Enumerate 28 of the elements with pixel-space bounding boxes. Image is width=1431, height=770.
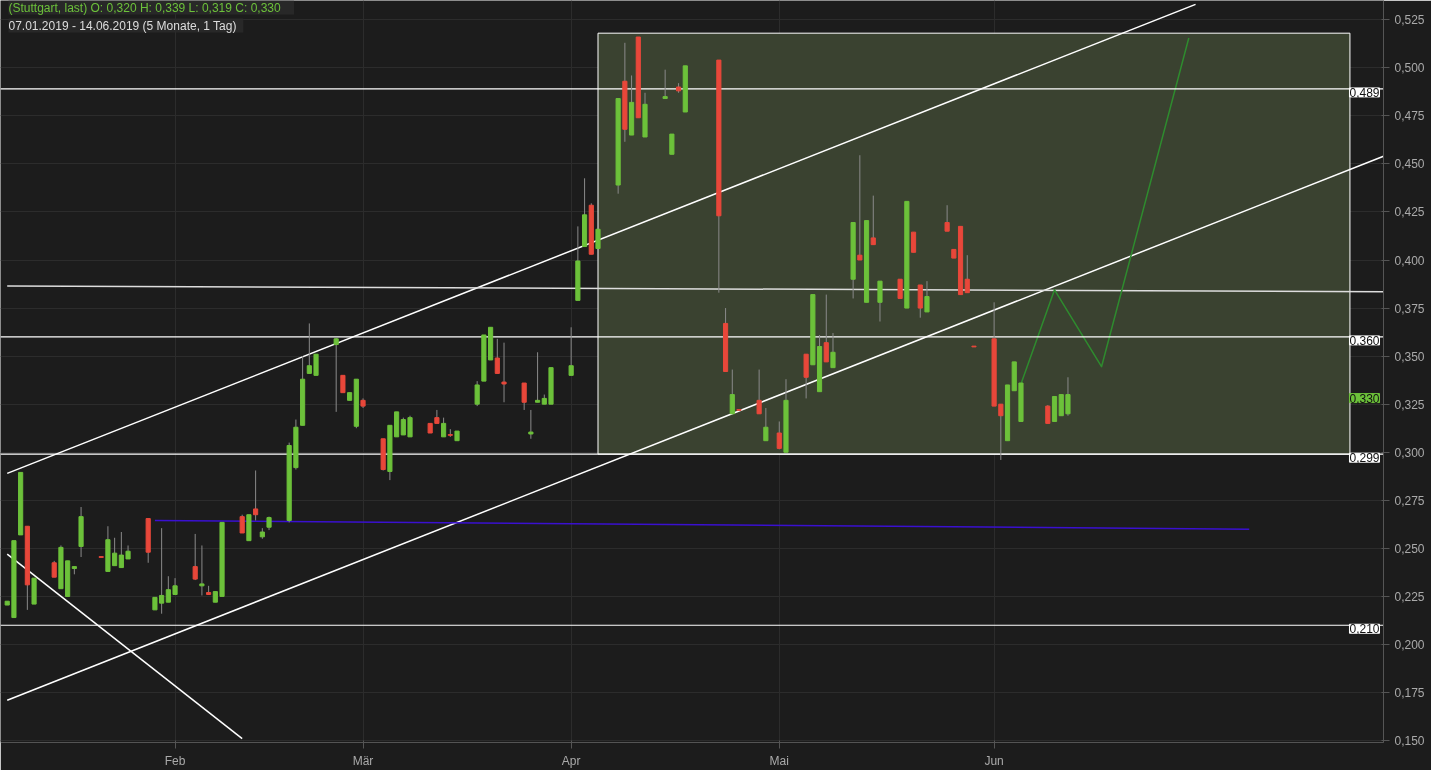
x-tick-label: Apr — [561, 753, 581, 768]
y-tick-label: 0,150 — [1394, 734, 1425, 749]
y-tick-label: 0,450 — [1394, 157, 1425, 172]
chart-title: (Stuttgart, last) O: 0,320 H: 0,339 L: 0,319 C: 0,330 — [8, 0, 281, 15]
x-tick-label: Mai — [769, 753, 789, 768]
y-tick-label: 0,200 — [1394, 637, 1425, 652]
y-tick-label: 0,475 — [1394, 109, 1425, 124]
ref-line-label: 0,210 — [1349, 622, 1380, 637]
x-tick-label: Jun — [984, 753, 1004, 768]
y-tick-label: 0,375 — [1394, 301, 1425, 316]
text: 07.01.2019 - 14.06.2019 (5 Monate, 1 Tag) — [8, 18, 237, 33]
y-tick-label: 0,225 — [1394, 589, 1425, 604]
ref-line-label: 0,299 — [1349, 451, 1380, 466]
y-tick-label: 0,250 — [1394, 541, 1425, 556]
ref-line-label: 0,360 — [1349, 333, 1380, 348]
y-tick-label: 0,525 — [1394, 13, 1425, 28]
y-tick-label: 0,325 — [1394, 397, 1425, 412]
annotation: 0,330 — [1349, 391, 1380, 406]
y-tick-label: 0,400 — [1394, 253, 1425, 268]
x-tick-label: Feb — [164, 753, 186, 768]
x-tick-label: Mär — [352, 753, 374, 768]
y-tick-label: 0,425 — [1394, 205, 1425, 220]
y-tick-label: 0,350 — [1394, 349, 1425, 364]
ref-line-label: 0,489 — [1349, 85, 1380, 100]
y-tick-label: 0,175 — [1394, 686, 1425, 701]
y-tick-label: 0,500 — [1394, 61, 1425, 76]
y-tick-label: 0,300 — [1394, 445, 1425, 460]
y-tick-label: 0,275 — [1394, 493, 1425, 508]
